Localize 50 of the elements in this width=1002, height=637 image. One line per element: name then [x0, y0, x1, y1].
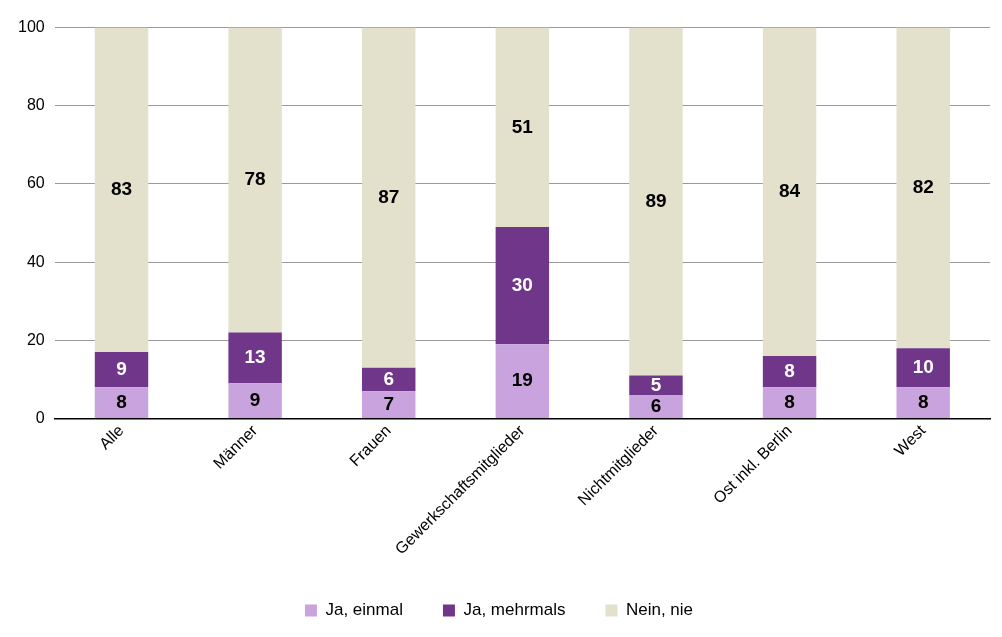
data-label: 6: [650, 394, 662, 416]
bar: [762, 387, 817, 419]
legend-label: Ja, mehrmals: [463, 600, 566, 620]
x-tick-label: Alle: [95, 421, 127, 453]
y-tick-label: 40: [26, 252, 45, 270]
data-label: 51: [511, 115, 534, 137]
data-label: 83: [110, 178, 133, 200]
data-label: 8: [116, 390, 127, 412]
bar: [228, 27, 282, 333]
bar: [896, 27, 950, 349]
y-tick-label: 80: [26, 96, 45, 114]
bar: [495, 344, 550, 419]
bar: [94, 27, 149, 353]
data-label: 8: [917, 390, 929, 412]
data-label: 78: [244, 168, 266, 190]
y-tick-label: 60: [26, 174, 45, 192]
data-label: 84: [779, 180, 801, 202]
data-label: 5: [650, 373, 662, 395]
legend-label: Nein, nie: [625, 600, 694, 620]
data-label: 6: [383, 367, 395, 389]
data-label: 89: [645, 189, 667, 211]
data-label: 8: [784, 359, 795, 381]
data-label: 8: [784, 390, 795, 412]
data-label: 87: [378, 185, 400, 207]
bar: [228, 383, 282, 419]
bar: [762, 27, 817, 357]
bar: [362, 27, 416, 368]
bar: [896, 387, 950, 419]
data-label: 82: [912, 176, 934, 198]
bar: [94, 387, 149, 419]
data-label: 30: [511, 273, 533, 295]
bar: [362, 391, 416, 419]
bar: [495, 27, 550, 227]
y-tick-label: 20: [26, 330, 45, 348]
y-tick-label: 100: [17, 18, 45, 36]
data-label: 7: [383, 392, 395, 414]
bar: [629, 395, 683, 419]
bar: [629, 27, 683, 376]
bar: [762, 356, 817, 388]
bar: [228, 332, 282, 384]
data-label: 9: [116, 357, 127, 379]
y-tick-label: 0: [35, 408, 45, 426]
bar: [94, 352, 149, 388]
bar: [896, 348, 950, 388]
data-label: 19: [511, 369, 533, 391]
legend-label: Ja, einmal: [325, 600, 403, 620]
data-label: 13: [244, 346, 266, 368]
data-label: 10: [912, 355, 934, 377]
data-label: 9: [249, 388, 261, 410]
bar: [495, 226, 550, 345]
